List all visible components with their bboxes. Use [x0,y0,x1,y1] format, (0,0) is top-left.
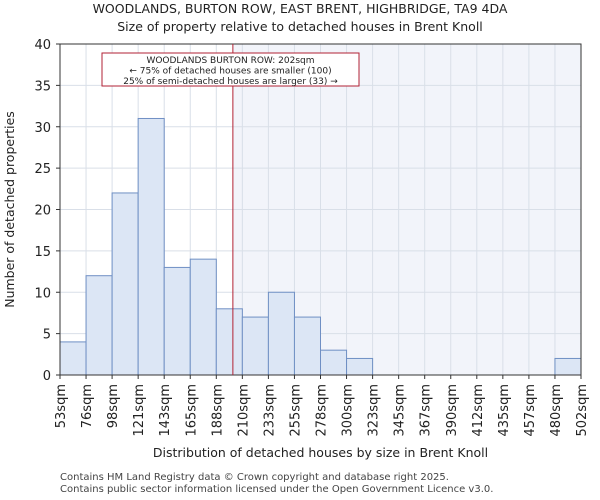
y-axis-label: Number of detached properties [2,111,17,308]
bar-53sqm [59,341,87,376]
y-tick-label: 35 [34,79,51,94]
y-tick-label: 10 [34,286,51,301]
x-tick-label: 412sqm [471,384,486,437]
annotation-line-3: 25% of semi-detached houses are larger (… [123,77,338,87]
annotation-line-2: ← 75% of detached houses are smaller (10… [129,67,331,77]
y-tick-label: 40 [34,38,51,53]
y-tick-label: 25 [34,162,51,177]
bar-143sqm [163,266,191,376]
x-axis-label: Distribution of detached houses by size … [153,445,488,460]
x-tick-label: 165sqm [184,384,199,437]
x-tick-label: 480sqm [549,384,564,437]
x-tick-label: 53sqm [54,384,69,428]
footer-licence: Contains public sector information licen… [60,484,494,495]
chart-subtitle: Size of property relative to detached ho… [117,19,483,34]
x-tick-label: 502sqm [575,384,590,437]
x-tick-label: 255sqm [288,384,303,437]
x-tick-label: 457sqm [523,384,538,437]
x-tick-label: 210sqm [236,384,251,437]
bar-165sqm [189,258,217,376]
x-tick-label: 76sqm [80,384,95,428]
x-tick-label: 345sqm [393,384,408,437]
y-tick-label: 5 [43,328,51,343]
bar-76sqm [85,275,113,376]
plot-area: 0 5 10 15 20 25 30 35 40 53sqm 76sqm 98sqm 121sqm 143… [2,38,590,460]
x-tick-label: 300sqm [341,384,356,437]
y-tick-label: 20 [34,204,51,219]
annotation-line-1: WOODLANDS BURTON ROW: 202sqm [146,56,314,66]
x-tick-label: 121sqm [132,384,147,437]
x-tick-label: 435sqm [497,384,512,437]
footer-copyright: Contains HM Land Registry data © Crown c… [60,472,449,483]
bar-480sqm [554,357,582,376]
x-tick-label: 367sqm [419,384,434,437]
chart-title: WOODLANDS, BURTON ROW, EAST BRENT, HIGHB… [92,1,508,16]
x-tick-label: 98sqm [106,384,121,428]
x-tick-label: 143sqm [158,384,173,437]
y-tick-label: 0 [43,369,51,384]
y-tick-label: 15 [34,245,51,260]
bar-210sqm [241,316,269,376]
x-tick-label: 390sqm [445,384,460,437]
x-tick-label: 323sqm [367,384,382,437]
annotation-box [101,52,360,87]
x-tick-label: 188sqm [210,384,225,437]
bar-300sqm [346,357,374,376]
bar-278sqm [320,349,348,376]
bar-255sqm [293,316,322,376]
y-tick-label: 30 [34,121,51,136]
x-tick-label: 278sqm [315,384,330,437]
bar-233sqm [267,291,295,376]
bar-121sqm [137,117,165,376]
x-tick-label: 233sqm [262,384,277,437]
bar-188sqm [215,308,243,376]
bar-98sqm [111,192,139,376]
